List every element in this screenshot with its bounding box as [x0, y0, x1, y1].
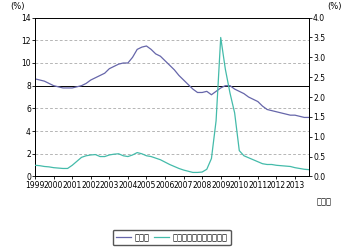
操業短縮適用率（右軸）: [219, 36, 223, 39]
Text: (%): (%): [327, 2, 342, 11]
失業率: [126, 61, 130, 65]
操業短縮適用率（右軸）: [112, 153, 116, 156]
操業短縮適用率（右軸）: [33, 164, 37, 167]
Line: 失業率: 失業率: [35, 46, 309, 117]
失業率: [144, 45, 148, 48]
失業率: [302, 116, 306, 119]
失業率: [209, 93, 213, 96]
失業率: [307, 116, 311, 119]
操業短縮適用率（右軸）: [102, 155, 107, 158]
Text: （年）: （年）: [317, 197, 332, 206]
操業短縮適用率（右軸）: [209, 157, 213, 160]
失業率: [112, 65, 116, 68]
失業率: [102, 72, 107, 75]
Line: 操業短縮適用率（右軸）: 操業短縮適用率（右軸）: [35, 38, 309, 172]
Legend: 失業率, 操業短縮適用率（右軸）: 失業率, 操業短縮適用率（右軸）: [113, 230, 231, 245]
失業率: [79, 84, 84, 87]
操業短縮適用率（右軸）: [126, 155, 130, 158]
操業短縮適用率（右軸）: [79, 156, 84, 159]
失業率: [33, 77, 37, 80]
操業短縮適用率（右軸）: [121, 154, 125, 157]
操業短縮適用率（右軸）: [307, 168, 311, 171]
失業率: [121, 61, 125, 65]
Text: (%): (%): [11, 2, 25, 11]
操業短縮適用率（右軸）: [191, 171, 195, 174]
